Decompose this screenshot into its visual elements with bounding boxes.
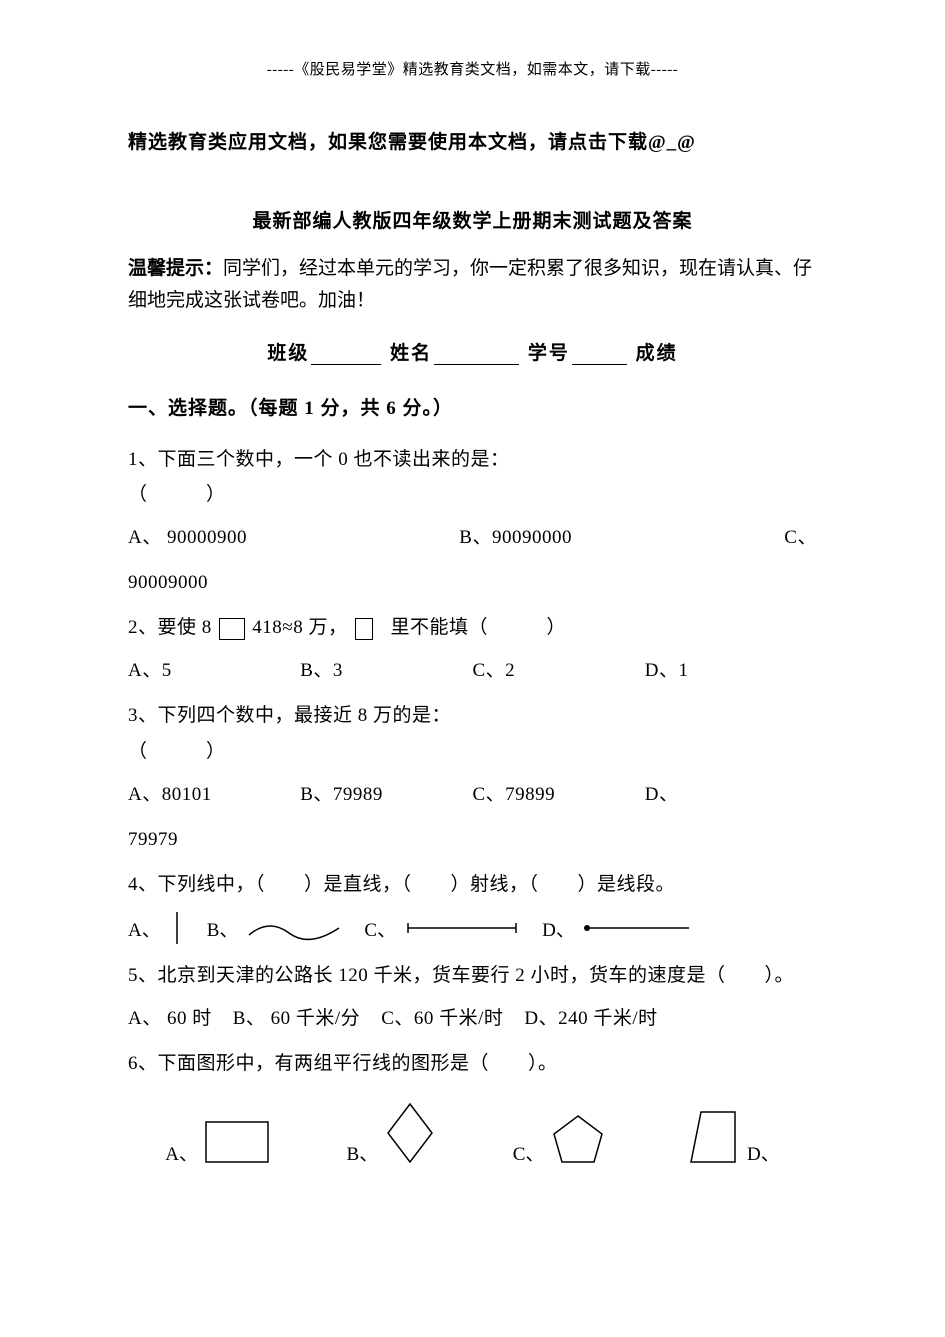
vertical-line-icon [167,910,187,946]
q1-options: A、 90000900 B、90090000 C、 [128,520,817,555]
q4-stem: 4、下列线中，（ ）是直线，（ ）射线，（ ）是线段。 [128,867,817,902]
q4-b-label: B、 [207,915,239,942]
q6-a-label: A、 [165,1139,198,1166]
q5-stem: 5、北京到天津的公路长 120 千米，货车要行 2 小时，货车的速度是（ ）。 [128,958,817,993]
q2-stem-mid: 418≈8 万， [252,617,347,638]
q6-option-b: B、 [347,1100,439,1166]
tip-body: 同学们，经过本单元的学习，你一定积累了很多知识，现在请认真、仔细地完成这张试卷吧… [128,258,812,311]
label-number: 学号 [528,343,570,364]
label-score: 成绩 [636,343,678,364]
q1-option-b: B、90090000 [459,520,572,555]
curve-line-icon [244,913,344,943]
q3-option-d-continue: 79979 [128,822,817,857]
q4-c-label: C、 [364,915,396,942]
tip-label: 温馨提示： [128,258,223,279]
rectangle-icon [202,1118,272,1166]
q4-option-c: C、 [364,915,522,942]
line-segment-icon [402,918,522,938]
q6-stem: 6、下面图形中，有两组平行线的图形是（ ）。 [128,1046,817,1081]
q1-option-c-continue: 90009000 [128,565,817,600]
header-note: -----《股民易学堂》精选教育类文档，如需本文，请下载----- [128,58,817,79]
tip-block: 温馨提示：同学们，经过本单元的学习，你一定积累了很多知识，现在请认真、仔细地完成… [128,253,817,318]
pentagon-icon [548,1112,608,1166]
q4-option-b: B、 [207,913,345,943]
q3-stem-text: 3、下列四个数中，最接近 8 万的是： [128,705,451,726]
q2-option-d: D、1 [645,653,817,688]
q5-options: A、 60 时 B、 60 千米/分 C、60 千米/时 D、240 千米/时 [128,1001,817,1036]
q5-option-a: A、 60 时 [128,1008,212,1029]
q4-option-a: A、 [128,910,187,946]
q6-d-label: D、 [747,1139,780,1166]
q3-stem: 3、下列四个数中，最接近 8 万的是： （ ） [128,698,817,768]
q3-option-d: D、 [645,777,817,812]
q5-option-b: B、 60 千米/分 [233,1008,360,1029]
q6-option-a: A、 [165,1118,272,1166]
q5-option-d: D、240 千米/时 [524,1008,657,1029]
blank-number [572,346,627,365]
blank-name [434,346,519,365]
q2-option-c: C、2 [473,653,645,688]
q2-option-b: B、3 [300,653,472,688]
student-info-line: 班级 姓名 学号 成绩 [128,338,817,365]
q4-option-d: D、 [542,915,691,942]
q2-options: A、5 B、3 C、2 D、1 [128,653,817,688]
trapezoid-icon [683,1108,743,1166]
q1-stem: 1、下面三个数中，一个 0 也不读出来的是： （ ） [128,442,817,512]
blank-class [311,346,381,365]
box-placeholder-icon [219,618,245,640]
q3-paren: （ ） [128,741,226,762]
q6-options: A、 B、 C、 D、 [128,1100,817,1166]
label-name: 姓名 [390,343,432,364]
q3-option-a: A、80101 [128,777,300,812]
q2-option-a: A、5 [128,653,300,688]
q1-paren: （ ） [128,484,226,505]
q1-option-a: A、 90000900 [128,520,247,555]
ray-line-icon [581,920,691,936]
q4-a-label: A、 [128,915,161,942]
section-1-heading: 一、选择题。（每题 1 分，共 6 分。） [128,393,817,420]
q6-option-d: D、 [683,1108,780,1166]
q6-option-c: C、 [513,1112,609,1166]
rhombus-icon [382,1100,438,1166]
label-class: 班级 [267,343,309,364]
q2-stem-post: 里不能填（ ） [390,617,566,638]
q3-options: A、80101 B、79989 C、79899 D、 [128,777,817,812]
q3-option-c: C、79899 [473,777,645,812]
q4-options: A、 B、 C、 D、 [128,910,817,946]
box-placeholder-icon [355,618,373,640]
q6-b-label: B、 [347,1139,379,1166]
promo-line: 精选教育类应用文档，如果您需要使用本文档，请点击下载@_@ [128,127,817,154]
document-title: 最新部编人教版四年级数学上册期末测试题及答案 [128,206,817,233]
q1-stem-text: 1、下面三个数中，一个 0 也不读出来的是： [128,449,510,470]
q1-option-c: C、 [784,520,817,555]
q6-c-label: C、 [513,1139,545,1166]
q2-stem: 2、要使 8 418≈8 万， 里不能填（ ） [128,610,817,645]
q2-stem-pre: 2、要使 8 [128,617,212,638]
q3-option-b: B、79989 [300,777,472,812]
q5-option-c: C、60 千米/时 [381,1008,503,1029]
q4-d-label: D、 [542,915,575,942]
